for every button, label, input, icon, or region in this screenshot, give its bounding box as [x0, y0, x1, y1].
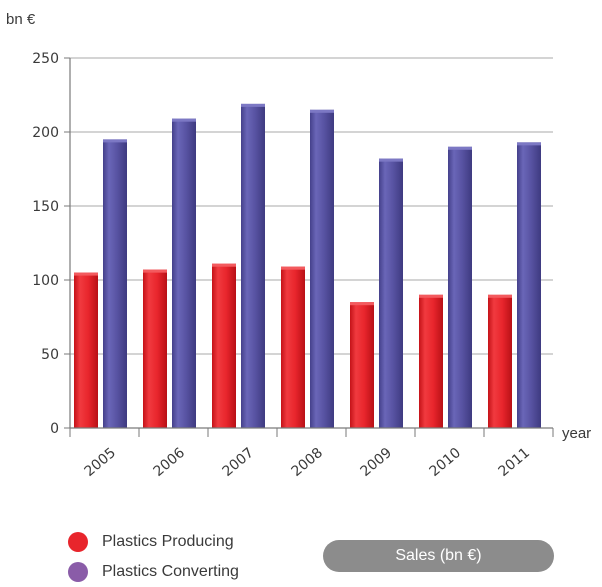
- legend-item-converting: Plastics Converting: [68, 557, 239, 587]
- y-tick-label: 150: [32, 199, 59, 215]
- x-tick-label: 2007: [219, 445, 257, 480]
- bar-cap: [281, 266, 305, 270]
- bar-cap: [488, 294, 512, 298]
- bar-cap: [517, 142, 541, 146]
- x-tick-label: 2005: [81, 445, 119, 480]
- bar-cap: [103, 139, 127, 143]
- bar-converting-2006: [172, 118, 196, 429]
- x-tick-label: 2009: [357, 445, 395, 480]
- bar-producing-2008: [281, 266, 305, 428]
- bar-cap: [143, 269, 167, 273]
- x-tick-label: 2011: [495, 445, 533, 480]
- bar-converting-2005: [103, 139, 127, 428]
- y-tick-label: 200: [32, 125, 59, 141]
- x-tick-label: 2006: [150, 445, 188, 480]
- bar-converting-2010: [448, 146, 472, 429]
- bar-converting-2011: [517, 142, 541, 429]
- bar-producing-2006: [143, 269, 167, 428]
- legend: Plastics Producing Plastics Converting: [68, 527, 239, 587]
- bar-converting-2009: [379, 158, 403, 428]
- bar-cap: [74, 272, 98, 276]
- bar-cap: [419, 294, 443, 298]
- bar-producing-2007: [212, 263, 236, 428]
- bar-cap: [379, 158, 403, 162]
- bar-producing-2010: [419, 294, 443, 428]
- x-tick-label: 2010: [426, 445, 464, 480]
- sales-badge: Sales (bn €): [323, 540, 554, 572]
- legend-item-producing: Plastics Producing: [68, 527, 239, 557]
- legend-swatch-producing: [68, 532, 88, 552]
- bar-producing-2005: [74, 272, 98, 428]
- y-tick-label: 250: [32, 51, 59, 67]
- sales-bar-chart: bn € year 0 50 100 150 200 250 2005 2006 2007 200…: [6, 11, 591, 480]
- bar-cap: [350, 302, 374, 306]
- y-tick-label: 50: [41, 347, 59, 363]
- bar-converting-2008: [310, 109, 334, 429]
- y-axis-title: bn €: [6, 11, 36, 28]
- x-tick-label: 2008: [288, 445, 326, 480]
- bar-cap: [172, 118, 196, 122]
- bar-cap: [241, 103, 265, 107]
- bar-cap: [310, 109, 334, 113]
- bar-cap: [448, 146, 472, 150]
- x-axis-title: year: [562, 425, 591, 442]
- bar-converting-2007: [241, 103, 265, 428]
- y-tick-label: 100: [32, 273, 59, 289]
- legend-swatch-converting: [68, 562, 88, 582]
- legend-label-producing: Plastics Producing: [102, 533, 234, 550]
- bar-producing-2009: [350, 302, 374, 428]
- bar-cap: [212, 263, 236, 267]
- y-tick-label: 0: [50, 421, 59, 437]
- bar-producing-2011: [488, 294, 512, 428]
- legend-label-converting: Plastics Converting: [102, 563, 239, 580]
